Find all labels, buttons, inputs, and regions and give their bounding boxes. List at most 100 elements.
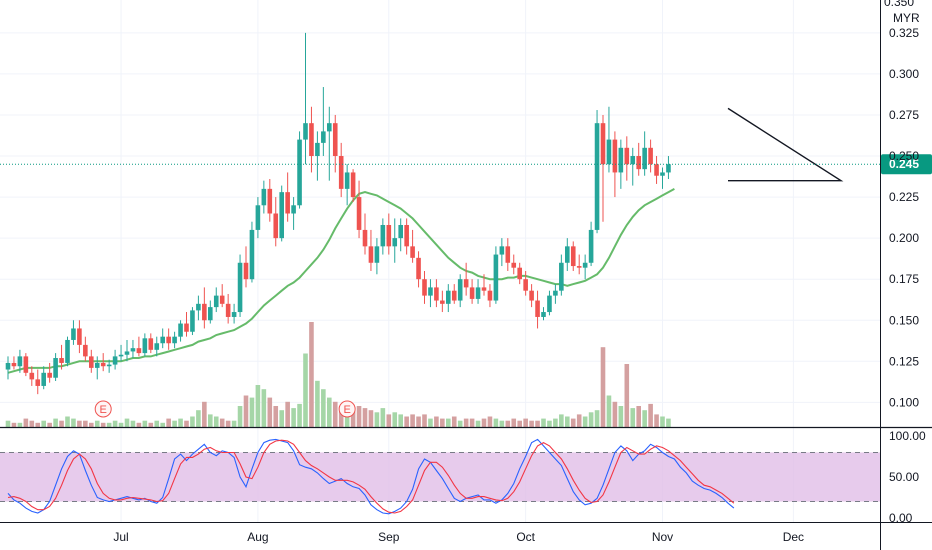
candle-body	[624, 147, 630, 165]
volume-bar	[154, 420, 160, 427]
candle-body	[350, 172, 356, 198]
volume-bar	[356, 406, 362, 427]
candle-body	[493, 254, 499, 301]
price-tick-label: 0.250	[889, 149, 919, 163]
candle-body	[303, 123, 308, 140]
candle-body	[83, 344, 88, 357]
volume-bar	[576, 414, 582, 427]
volume-bar	[23, 418, 29, 427]
volume-bar	[77, 420, 82, 427]
triangle-pattern[interactable]	[727, 107, 844, 182]
volume-bar	[213, 416, 219, 427]
volume-bar	[612, 401, 618, 427]
candle-body	[618, 147, 624, 173]
volume-bar	[630, 408, 636, 427]
candle-body	[588, 229, 594, 263]
volume-bar	[475, 420, 481, 427]
volume-bar	[380, 408, 386, 427]
volume-bar	[529, 420, 534, 427]
volume-bar	[660, 416, 665, 427]
volume-bar	[594, 410, 600, 427]
volume-bar	[136, 422, 142, 427]
candle-body	[267, 188, 273, 214]
volume-bar	[457, 420, 463, 427]
volume-bar	[65, 416, 70, 427]
candle-body	[576, 266, 582, 268]
volume-bar	[648, 403, 653, 427]
candle-body	[642, 147, 647, 170]
candle-body	[600, 123, 606, 165]
price-tick-label: 0.175	[889, 272, 919, 286]
volume-bar	[570, 418, 576, 427]
volume-bar	[225, 420, 231, 427]
volume-bar	[404, 416, 409, 427]
volume-bar	[624, 364, 630, 427]
earnings-marker-label: E	[343, 404, 350, 416]
time-tick-label: Sep	[378, 530, 400, 544]
volume-bar	[636, 406, 641, 427]
volume-bar	[59, 420, 64, 427]
volume-bar	[422, 414, 427, 427]
stoch-band	[0, 452, 880, 502]
price-tick-label: 0.100	[889, 395, 919, 409]
volume-bar	[190, 416, 195, 427]
candle-body	[142, 338, 148, 354]
stoch-tick-label: 50.00	[889, 470, 919, 484]
volume-bar	[89, 422, 94, 427]
candle-body	[148, 338, 154, 350]
volume-bar	[451, 416, 457, 427]
earnings-marker	[338, 400, 356, 418]
volume-bar	[273, 406, 279, 427]
candle-body	[112, 356, 118, 365]
earnings-marker-label: E	[100, 404, 107, 416]
last-price-label: 0.245	[889, 157, 919, 171]
earnings-marker	[94, 400, 112, 418]
candle-body	[166, 336, 171, 344]
volume-bar	[178, 418, 183, 427]
candle-body	[213, 295, 219, 308]
candle-body	[59, 358, 64, 363]
candle-body	[344, 172, 350, 189]
price-tick-label: 0.225	[889, 190, 919, 204]
volume-bar	[219, 418, 225, 427]
candle-body	[338, 156, 344, 189]
candle-body	[285, 192, 290, 214]
volume-bar	[291, 408, 296, 427]
stoch-tick-label: 0.00	[889, 511, 913, 525]
volume-bar	[517, 420, 522, 427]
candle-body	[422, 279, 427, 296]
candle-body	[130, 348, 136, 352]
candle-body	[481, 287, 487, 291]
candle-body	[53, 358, 58, 378]
volume-bar	[368, 410, 374, 427]
candle-body	[71, 328, 76, 340]
volume-bar	[118, 422, 124, 427]
candle-body	[297, 139, 302, 206]
candle-body	[594, 123, 600, 230]
candle-body	[469, 287, 475, 299]
candle-body	[451, 290, 457, 301]
volume-bar	[124, 418, 130, 427]
volume-bar	[261, 389, 267, 427]
volume-bar	[553, 418, 558, 427]
volume-bar	[410, 414, 415, 427]
candle-body	[321, 131, 326, 143]
candle-body	[89, 356, 94, 368]
candle-body	[208, 307, 213, 321]
volume-bar	[559, 414, 564, 427]
candle-body	[309, 123, 314, 157]
candle-body	[606, 139, 612, 165]
candle-body	[11, 362, 17, 367]
candle-body	[291, 205, 296, 214]
volume-bar	[166, 418, 171, 427]
stoch-tick-label: 100.00	[889, 429, 926, 443]
volume-bar	[71, 418, 76, 427]
candle-body	[428, 287, 433, 296]
candle-body	[559, 262, 564, 291]
candle-body	[380, 224, 386, 247]
volume-bar	[428, 418, 433, 427]
triangle-lines	[727, 107, 844, 182]
